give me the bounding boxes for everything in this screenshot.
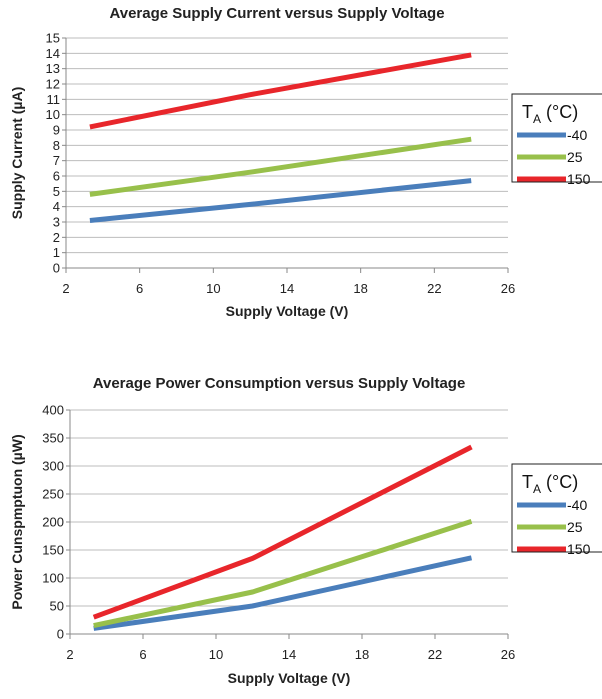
chart-1: Average Supply Current versus Supply Vol… <box>9 5 602 319</box>
series-line--40 <box>89 178 472 223</box>
series-line-25 <box>89 136 472 197</box>
y-tick-label: 400 <box>42 403 64 418</box>
y-tick-label: 15 <box>46 31 60 46</box>
x-axis-label: Supply Voltage (V) <box>226 303 349 319</box>
x-tick-label: 10 <box>206 281 220 296</box>
x-tick-label: 14 <box>282 647 296 662</box>
y-tick-label: 200 <box>42 515 64 530</box>
chart-2: Average Power Consumption versus Supply … <box>9 375 602 686</box>
legend-label-150: 150 <box>567 541 591 557</box>
legend-label-25: 25 <box>567 519 583 535</box>
x-tick-label: 6 <box>139 647 146 662</box>
series-line-150 <box>89 52 472 130</box>
legend: TA (°C)-40 25 150 <box>511 93 602 187</box>
y-tick-label: 0 <box>57 627 64 642</box>
legend-box <box>511 463 602 553</box>
y-tick-label: 6 <box>53 169 60 184</box>
y-axis-label: Power Cunspmptuon (µW) <box>9 434 25 609</box>
chart-title: Average Supply Current versus Supply Vol… <box>109 5 444 22</box>
y-tick-label: 8 <box>53 138 60 153</box>
y-tick-label: 1 <box>53 245 60 260</box>
y-tick-label: 11 <box>47 92 61 107</box>
y-tick-label: 7 <box>53 153 60 168</box>
y-tick-label: 50 <box>50 599 64 614</box>
y-tick-label: 0 <box>53 261 60 276</box>
legend-title: TA (°C) <box>522 102 578 126</box>
y-tick-label: 12 <box>46 77 60 92</box>
y-tick-label: 5 <box>53 184 60 199</box>
y-tick-label: 2 <box>53 230 60 245</box>
y-tick-label: 4 <box>53 199 60 214</box>
legend: TA (°C)-40 25 150 <box>511 463 602 557</box>
x-tick-label: 6 <box>136 281 143 296</box>
y-tick-label: 13 <box>46 61 60 76</box>
y-tick-label: 10 <box>46 107 60 122</box>
y-tick-label: 9 <box>53 123 60 138</box>
legend-label-25: 25 <box>567 149 583 165</box>
legend-title: TA (°C) <box>522 472 578 496</box>
series-line-25 <box>93 519 473 629</box>
x-tick-label: 10 <box>209 647 223 662</box>
x-tick-label: 22 <box>428 647 442 662</box>
y-tick-label: 14 <box>46 46 60 61</box>
y-tick-label: 150 <box>42 543 64 558</box>
x-tick-label: 14 <box>280 281 294 296</box>
legend-box <box>511 93 602 183</box>
y-tick-label: 100 <box>42 571 64 586</box>
x-tick-label: 26 <box>501 281 515 296</box>
y-tick-label: 250 <box>42 487 64 502</box>
series-line--40 <box>93 555 473 631</box>
x-tick-label: 18 <box>355 647 369 662</box>
x-axis-label: Supply Voltage (V) <box>228 670 351 686</box>
x-tick-label: 18 <box>353 281 367 296</box>
x-tick-label: 2 <box>62 281 69 296</box>
y-tick-label: 350 <box>42 431 64 446</box>
x-tick-label: 26 <box>501 647 515 662</box>
x-tick-label: 22 <box>427 281 441 296</box>
legend-label--40: -40 <box>567 497 587 513</box>
chart-title: Average Power Consumption versus Supply … <box>93 375 466 392</box>
x-tick-label: 2 <box>66 647 73 662</box>
y-tick-label: 300 <box>42 459 64 474</box>
y-axis-label: Supply Current (µA) <box>9 87 25 220</box>
y-tick-label: 3 <box>53 215 60 230</box>
series-line-150 <box>92 444 473 620</box>
legend-label--40: -40 <box>567 127 587 143</box>
legend-label-150: 150 <box>567 171 591 187</box>
